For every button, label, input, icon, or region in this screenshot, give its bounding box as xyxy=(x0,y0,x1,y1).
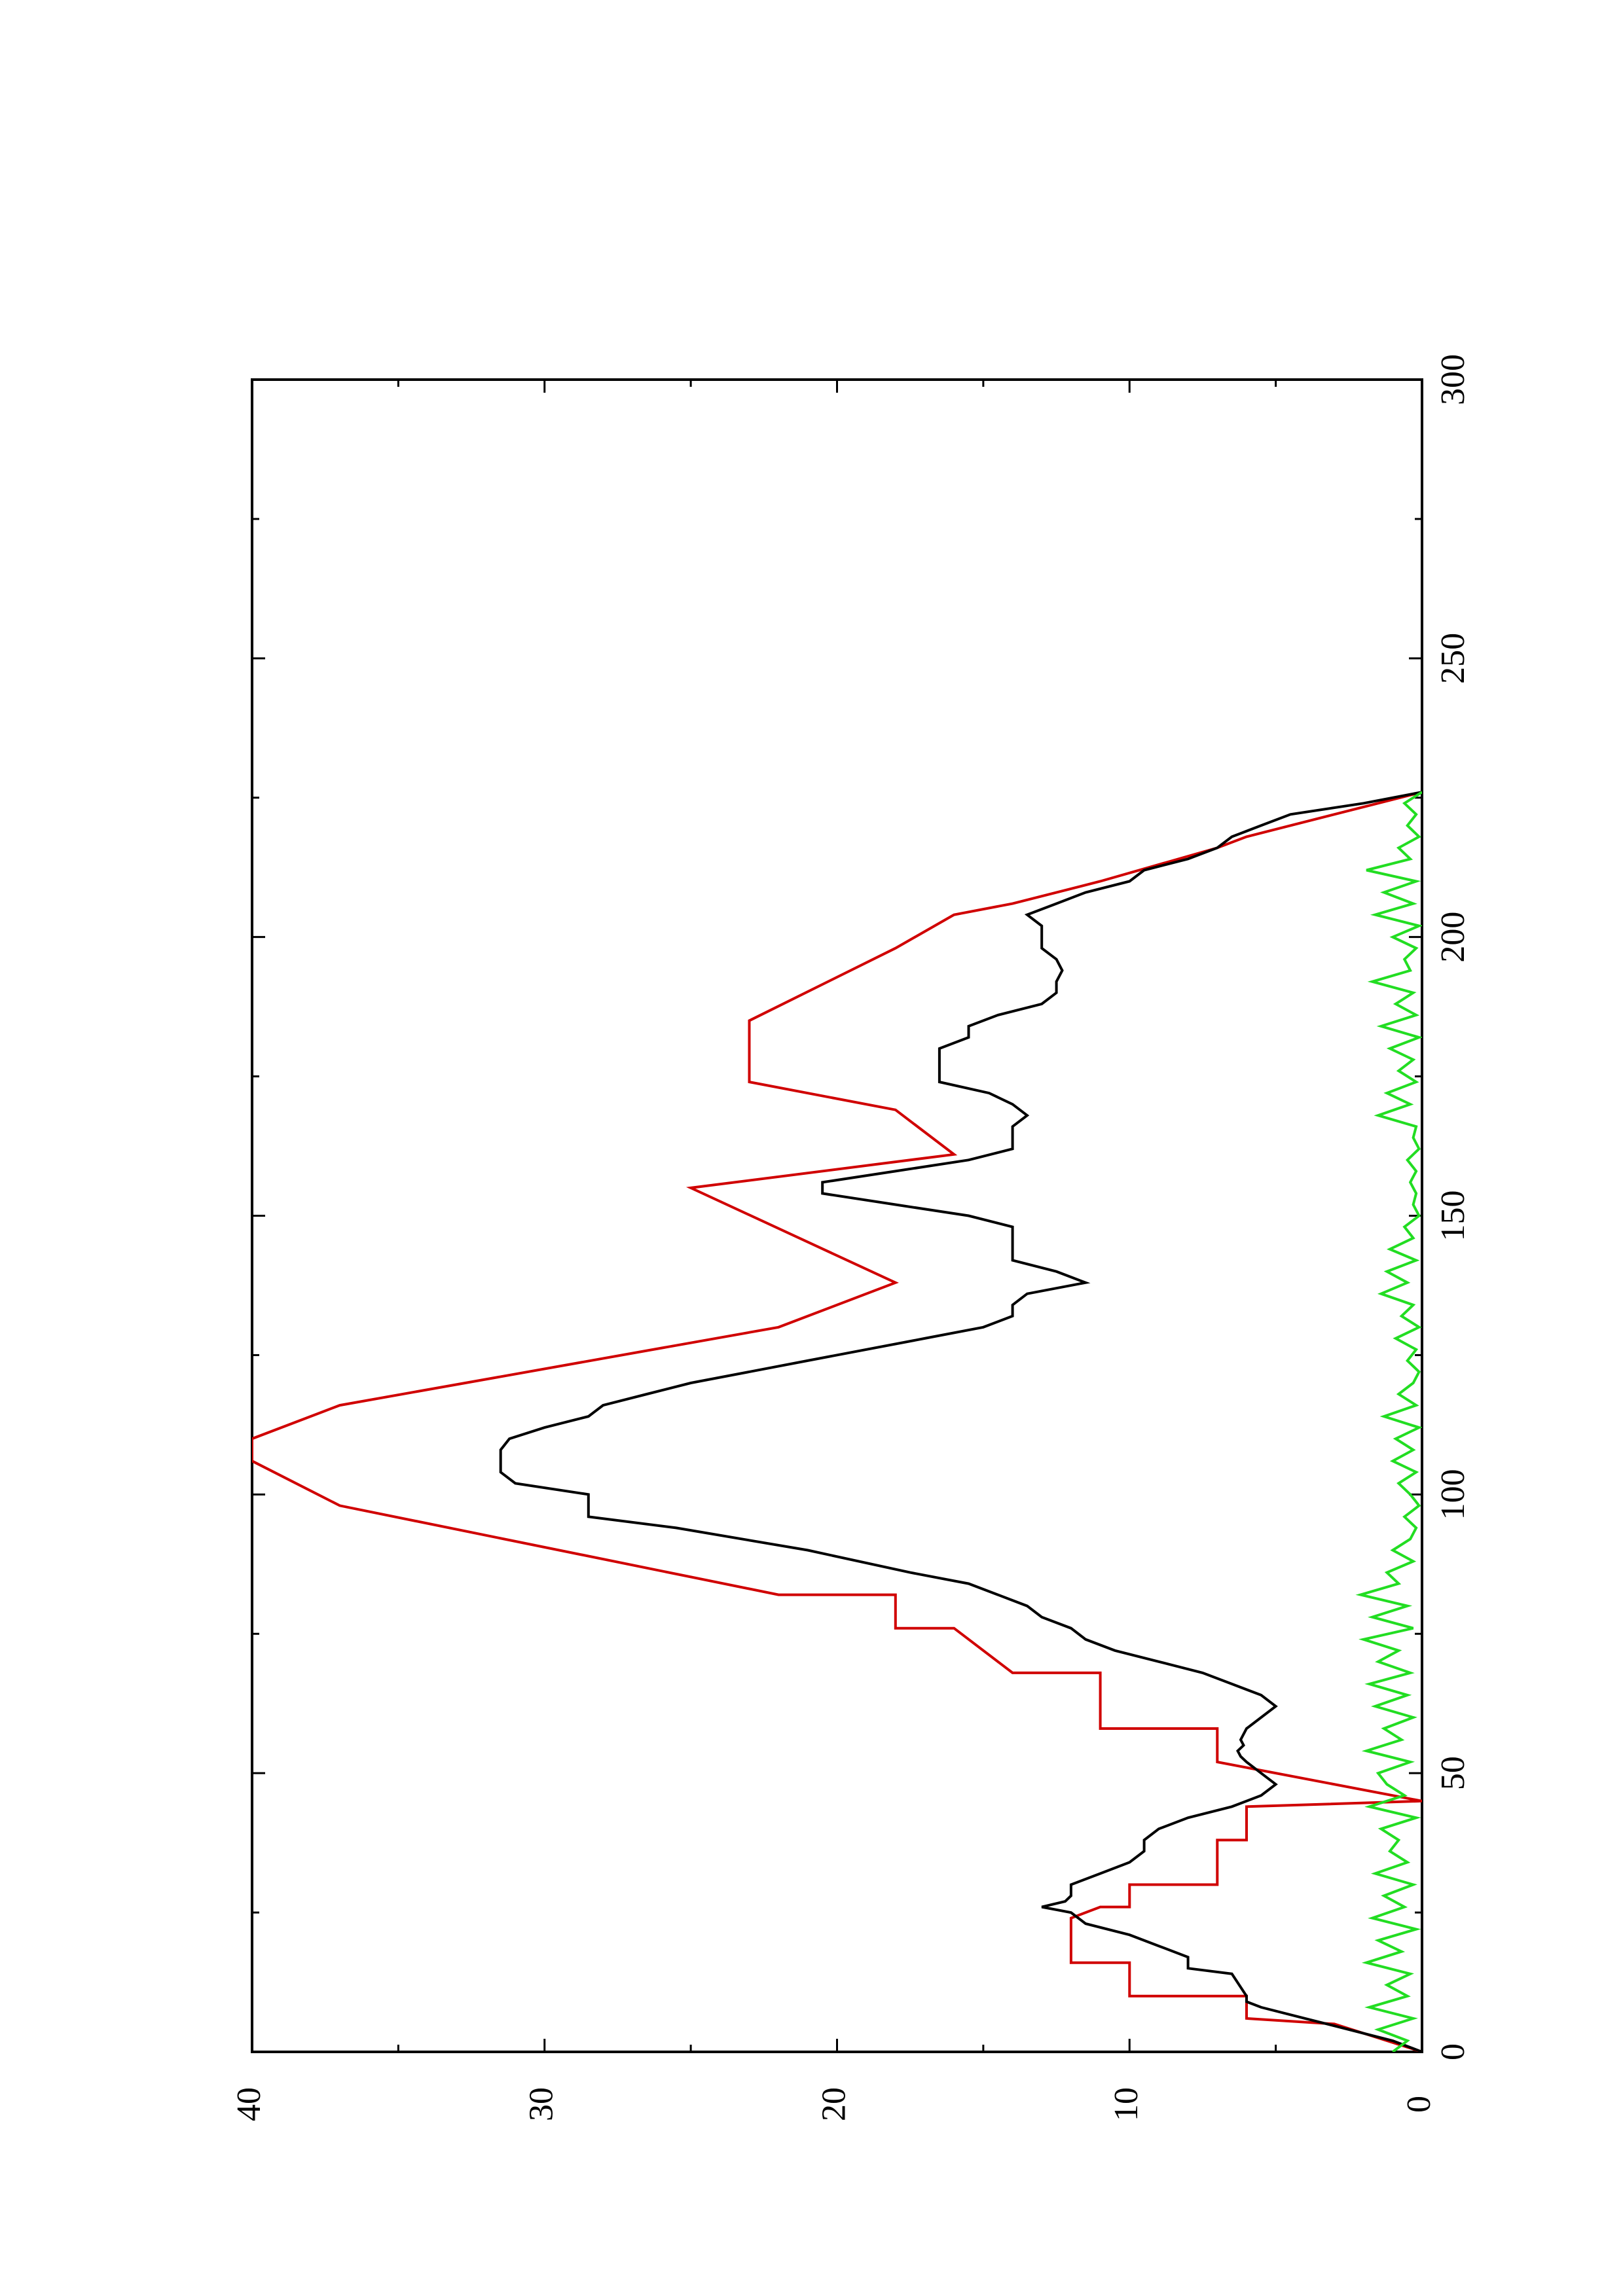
x-tick-label: 50 xyxy=(1434,1756,1472,1790)
green-series-line xyxy=(1355,791,1422,2052)
x-tick-label: 250 xyxy=(1434,633,1472,684)
black-series-line xyxy=(499,791,1422,2052)
y-tick-label: 40 xyxy=(230,2087,268,2121)
red-series-line xyxy=(252,791,1422,2052)
x-tick-label: 150 xyxy=(1434,1191,1472,1242)
data-series xyxy=(252,791,1422,2052)
x-tick-label: 0 xyxy=(1434,2043,1472,2060)
x-tick-label: 100 xyxy=(1434,1469,1472,1520)
tick-labels: 0 50 100 150 200 250 300 0 10 20 30 40 xyxy=(230,354,1472,2121)
y-tick-label: 0 xyxy=(1400,2096,1438,2113)
y-tick-label: 20 xyxy=(815,2087,852,2121)
x-tick-label: 300 xyxy=(1434,354,1472,405)
y-tick-label: 30 xyxy=(523,2087,560,2121)
y-tick-label: 10 xyxy=(1108,2087,1145,2121)
x-tick-label: 200 xyxy=(1434,912,1472,963)
